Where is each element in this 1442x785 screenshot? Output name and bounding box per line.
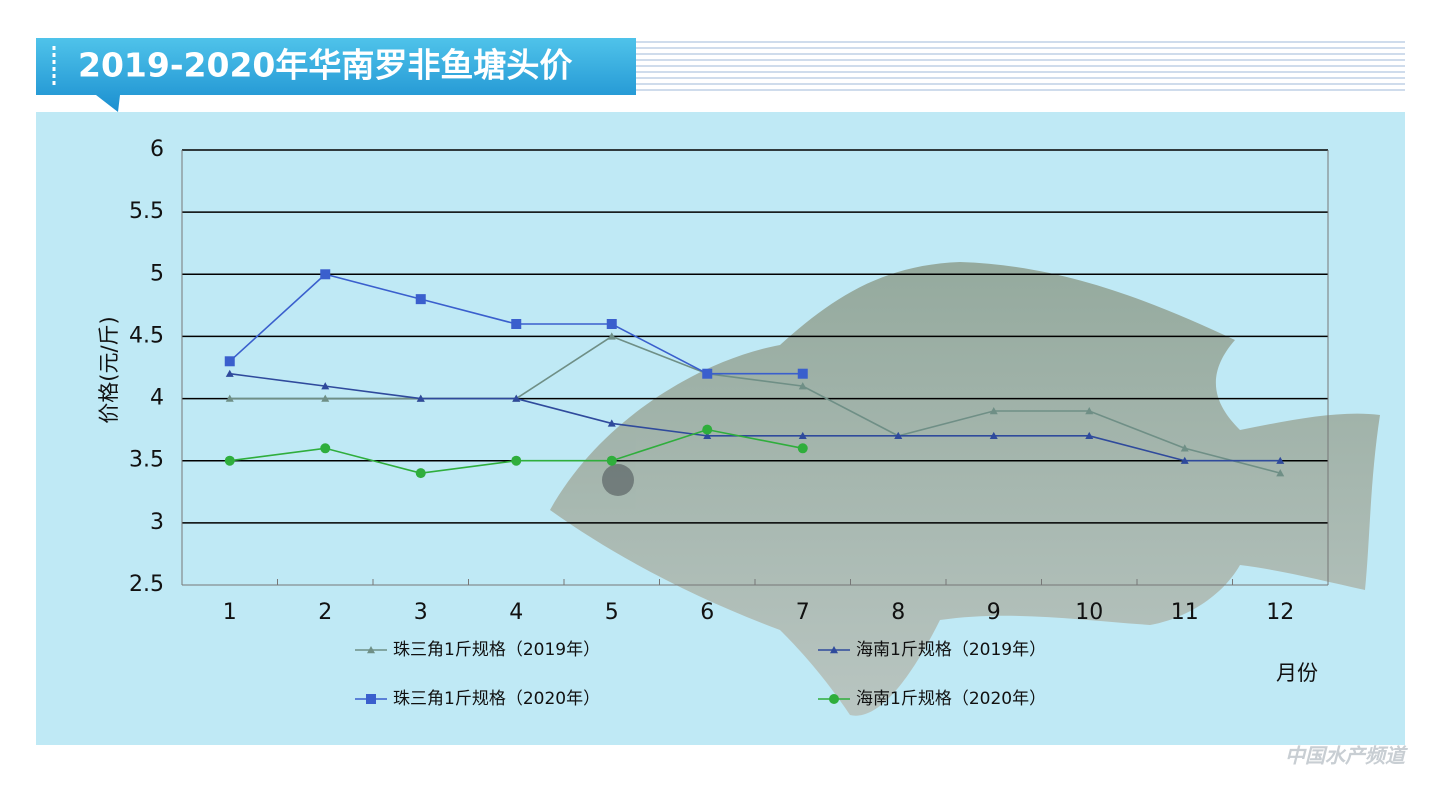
marker [416,394,425,402]
marker [511,455,522,466]
marker [321,382,330,390]
marker [320,443,331,454]
marker [607,419,616,427]
y-tick-label: 5 [150,261,164,286]
marker [1085,431,1094,440]
marker [702,424,713,435]
x-tick-label: 3 [414,600,428,625]
stripes [636,41,1405,91]
x-tick-label: 1 [223,600,237,625]
marker [320,269,331,280]
marker [989,407,998,415]
marker [367,646,375,654]
title-banner [36,38,636,112]
marker [225,394,234,402]
y-tick-label: 3.5 [129,448,164,473]
y-tick-label: 4.5 [129,323,164,348]
legend-label: 珠三角1斤规格（2020年） [393,689,600,709]
y-axis-label: 价格(元/斤) [97,316,121,423]
marker [415,468,426,479]
x-tick-label: 11 [1171,600,1199,625]
marker [1085,407,1094,415]
marker [798,431,807,440]
marker [606,319,617,329]
marker [703,431,712,440]
marker [989,431,998,440]
x-tick-label: 12 [1266,600,1294,625]
marker [224,356,235,367]
legend-label: 珠三角1斤规格（2019年） [393,640,600,660]
series-line [229,335,1281,474]
x-tick-label: 8 [891,600,905,625]
y-tick-label: 6 [150,137,164,162]
y-tick-label: 4 [150,386,164,411]
watermark: 中国水产频道 [1285,744,1408,768]
x-tick-label: 9 [987,600,1001,625]
marker [415,294,426,305]
x-tick-label: 7 [796,600,810,625]
marker [702,368,713,379]
chart-title: 2019-2020年华南罗非鱼塘头价 [78,46,572,85]
x-axis-label: 月份 [1276,661,1318,685]
marker [511,319,522,329]
x-tick-label: 6 [700,600,714,625]
x-tick-label: 4 [509,600,523,625]
marker [606,455,617,466]
legend-label: 海南1斤规格（2019年） [856,640,1046,660]
fish [550,262,1380,716]
y-tick-label: 5.5 [129,199,164,224]
marker [829,694,839,704]
legend-label: 海南1斤规格（2020年） [856,689,1046,709]
marker [1276,469,1285,477]
series-line [229,372,1281,462]
x-tick-label: 5 [605,600,619,625]
marker [321,394,330,402]
marker [798,382,807,390]
x-tick-label: 2 [318,600,332,625]
marker [797,443,808,454]
marker [225,369,234,377]
marker [894,431,903,440]
marker [1180,456,1189,464]
marker [797,368,808,379]
y-tick-label: 3 [150,510,164,535]
marker [512,394,521,402]
marker [224,455,235,466]
marker [1180,444,1189,452]
y-tick-label: 2.5 [129,572,164,597]
marker [366,694,376,704]
marker [830,646,838,654]
x-tick-label: 10 [1075,600,1103,625]
marker [607,332,616,340]
marker [1276,456,1285,464]
